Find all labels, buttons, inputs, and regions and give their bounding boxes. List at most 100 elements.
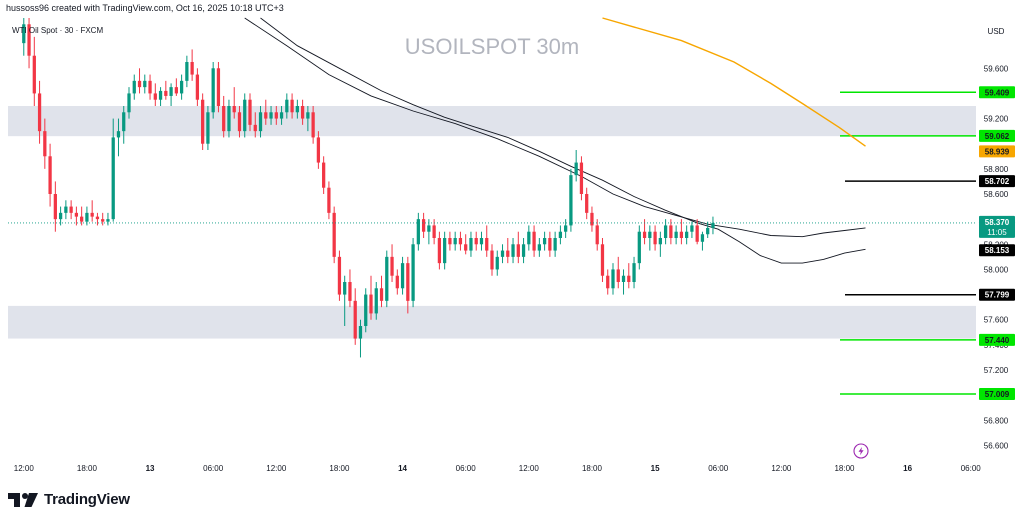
- candle-body: [274, 112, 278, 119]
- level-price-label: 59.409: [985, 88, 1010, 97]
- candle-body: [711, 222, 715, 228]
- candle-body: [390, 256, 394, 276]
- ma-slow-line: [602, 17, 866, 147]
- y-tick-label: 59.600: [984, 64, 1009, 73]
- level-price-label: 57.440: [985, 336, 1010, 345]
- bolt-icon[interactable]: [853, 443, 869, 459]
- candle-body: [248, 99, 252, 125]
- indicator-price-label: 58.153: [985, 246, 1010, 255]
- candle-body: [537, 244, 541, 251]
- candle-body: [590, 212, 594, 226]
- candle-body: [106, 219, 110, 222]
- candle-body: [637, 231, 641, 264]
- candle-body: [374, 288, 378, 314]
- candle-body: [232, 106, 236, 113]
- attribution-text: hussoss96 created with TradingView.com, …: [6, 3, 284, 13]
- y-tick-label: 59.200: [984, 115, 1009, 124]
- indicator-price-label-box: [979, 244, 1015, 257]
- candle-body: [685, 231, 689, 238]
- candle-body: [264, 112, 268, 119]
- y-tick-label: 56.600: [984, 441, 1009, 450]
- level-price-label: 57.799: [985, 291, 1010, 300]
- x-tick-label: 06:00: [708, 464, 729, 473]
- candle-body: [53, 194, 57, 220]
- level-price-label-box: [979, 175, 1015, 188]
- candle-body: [95, 216, 100, 220]
- candle-body: [64, 206, 68, 213]
- candle-body: [616, 269, 620, 282]
- candle-body: [627, 275, 631, 282]
- x-tick-label: 16: [903, 464, 912, 473]
- candle-body: [553, 238, 557, 251]
- candle-body: [164, 90, 168, 96]
- candle-body: [400, 263, 405, 289]
- candle-body: [279, 112, 284, 119]
- candle-body: [127, 93, 131, 113]
- candle-body: [295, 106, 299, 113]
- candle-body: [706, 227, 710, 235]
- x-tick-label: 18:00: [834, 464, 855, 473]
- candle-body: [85, 212, 89, 222]
- y-tick-label: 58.600: [984, 190, 1009, 199]
- candle-body: [174, 87, 178, 94]
- candle-body: [411, 244, 415, 301]
- brand-name: TradingView: [44, 491, 130, 508]
- candle-body: [432, 225, 436, 238]
- ma-line-1: [244, 17, 866, 238]
- candle-body: [611, 269, 615, 289]
- zone-band: [8, 106, 976, 137]
- level-price-label-box: [979, 288, 1015, 301]
- candle-body: [600, 244, 605, 276]
- candle-body: [506, 250, 510, 257]
- candle-body: [642, 231, 647, 238]
- candle-body: [343, 282, 347, 295]
- zones-layer: [8, 106, 976, 339]
- candle-body: [353, 300, 357, 339]
- candle-body: [258, 112, 263, 132]
- candle-body: [511, 244, 515, 257]
- y-tick-label: 57.200: [984, 366, 1009, 375]
- candle-body: [222, 106, 226, 132]
- candle-body: [595, 225, 599, 245]
- candle-body: [548, 238, 552, 251]
- candle-body: [27, 24, 31, 56]
- candle-body: [32, 55, 36, 94]
- candle-body: [111, 137, 115, 220]
- candle-body: [479, 238, 484, 245]
- candle-body: [579, 162, 584, 194]
- candle-body: [690, 225, 694, 232]
- candle-body: [332, 212, 336, 257]
- candle-body: [243, 99, 247, 132]
- candle-body: [542, 238, 547, 245]
- candle-body: [500, 250, 505, 257]
- candle-body: [337, 256, 342, 295]
- candle-body: [695, 225, 699, 242]
- candle-body: [74, 212, 79, 217]
- candle-body: [285, 99, 289, 113]
- candle-body: [495, 256, 499, 270]
- candle-body: [574, 162, 578, 176]
- candle-body: [474, 238, 478, 245]
- candle-body: [443, 238, 447, 264]
- x-axis[interactable]: 12:00 18:00 13 06:00 12:00 18:00 14 06:00 12:00 1…: [14, 464, 1024, 473]
- candle-body: [132, 80, 136, 94]
- candle-body: [237, 112, 242, 132]
- y-tick-label: 58.000: [984, 265, 1009, 274]
- candle-body: [458, 238, 463, 245]
- zone-band: [8, 305, 976, 339]
- candle-body: [153, 93, 157, 100]
- x-tick-label: 18:00: [582, 464, 603, 473]
- candle-body: [421, 219, 426, 232]
- candle-body: [679, 231, 684, 238]
- candle-body: [485, 238, 489, 251]
- x-tick-label: 12:00: [519, 464, 540, 473]
- indicator-price-label: 58.939: [985, 147, 1010, 156]
- candle-body: [58, 212, 63, 220]
- candle-body: [306, 112, 310, 119]
- tradingview-logo-icon: [8, 492, 38, 507]
- candle-body: [253, 124, 257, 132]
- candle-body: [369, 294, 373, 314]
- x-tick-label: 18:00: [77, 464, 98, 473]
- levels-layer: [840, 91, 976, 395]
